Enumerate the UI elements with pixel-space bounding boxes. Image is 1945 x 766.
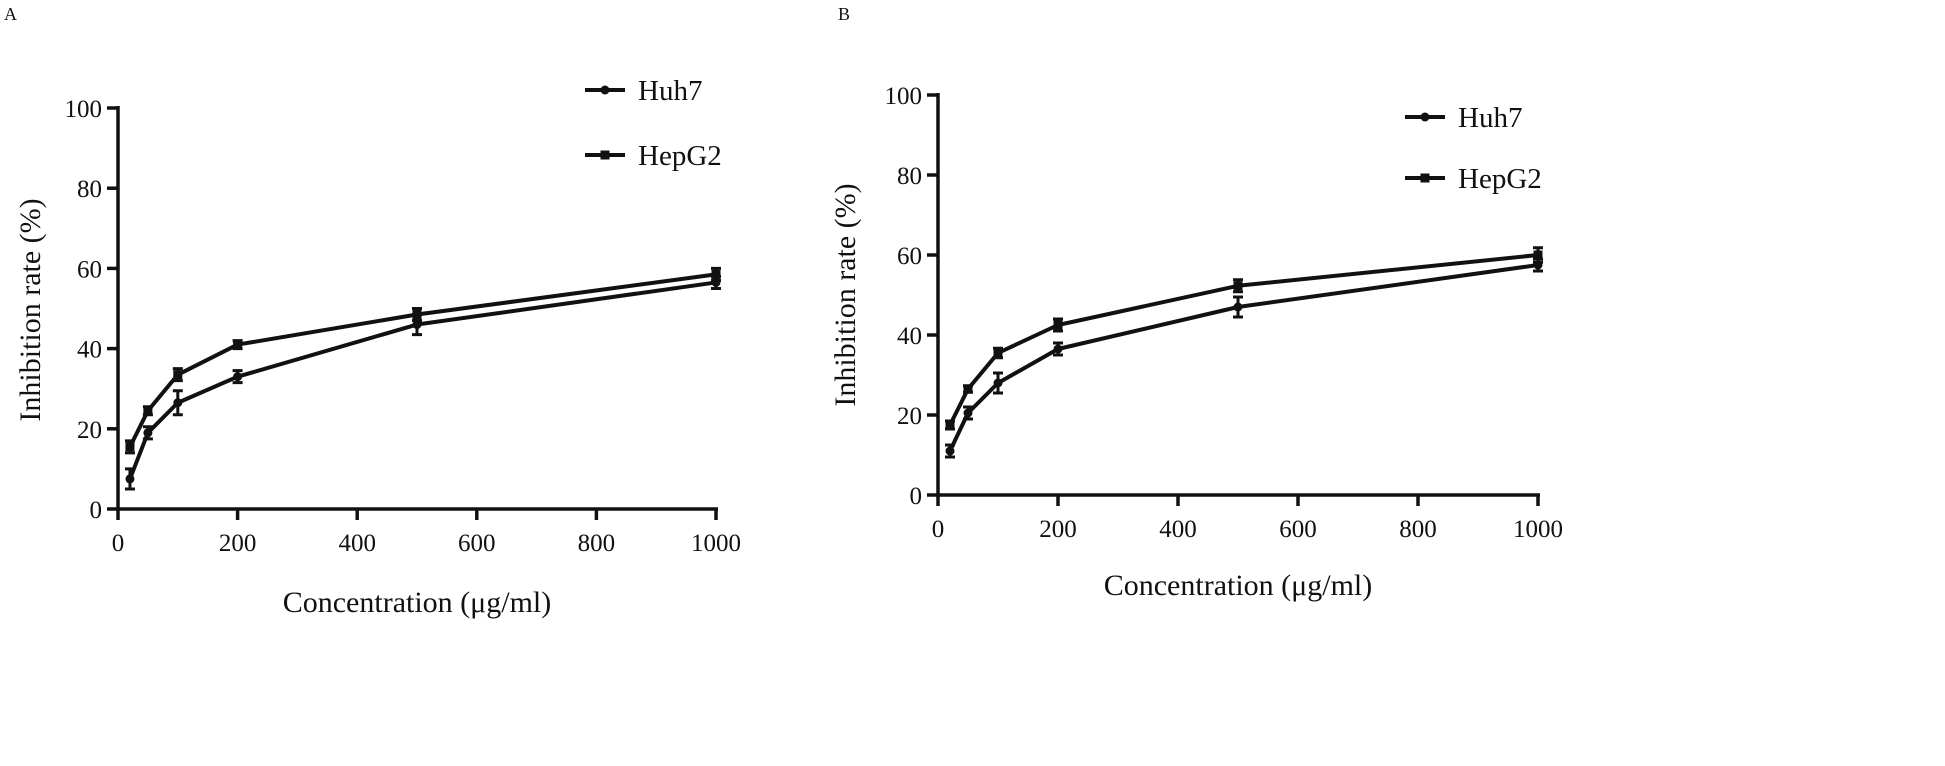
data-point xyxy=(125,474,135,484)
y-tick-label: 20 xyxy=(897,403,922,430)
panel-label: A xyxy=(4,4,17,24)
data-point xyxy=(963,408,973,418)
data-point xyxy=(993,348,1003,358)
legend-label: Huh7 xyxy=(1458,102,1522,134)
x-axis-title: Concentration (μg/ml) xyxy=(283,586,552,619)
y-tick-label: 100 xyxy=(65,96,103,123)
x-tick-label: 1000 xyxy=(691,530,741,557)
y-axis-title: Inhibition rate (%) xyxy=(829,183,862,406)
x-tick-label: 0 xyxy=(932,516,945,543)
data-point xyxy=(1233,281,1243,291)
y-tick-label: 100 xyxy=(885,83,923,110)
data-point xyxy=(1233,302,1243,312)
x-axis-title: Concentration (μg/ml) xyxy=(1104,569,1373,602)
x-tick-label: 400 xyxy=(1159,516,1197,543)
legend-item-hepg2: HepG2 xyxy=(1405,163,1542,195)
legend-item-hepg2: HepG2 xyxy=(585,140,722,172)
y-tick-label: 60 xyxy=(897,243,922,270)
data-point xyxy=(1053,320,1063,330)
data-point xyxy=(173,398,183,408)
series-line xyxy=(948,253,1539,426)
y-tick-label: 0 xyxy=(910,483,923,510)
legend-item-huh7: Huh7 xyxy=(585,75,702,107)
data-point xyxy=(945,446,955,456)
legend-marker xyxy=(600,85,610,95)
x-tick-label: 1000 xyxy=(1513,516,1563,543)
data-point xyxy=(143,406,153,416)
data-point xyxy=(711,269,721,279)
legend-label: HepG2 xyxy=(1458,163,1542,195)
y-tick-label: 40 xyxy=(897,323,922,350)
data-point xyxy=(233,340,243,350)
series-line xyxy=(128,272,717,448)
series-huh7 xyxy=(945,257,1543,459)
panel-label: B xyxy=(838,4,850,24)
data-point xyxy=(1053,344,1063,354)
y-tick-label: 40 xyxy=(77,337,102,364)
legend-item-huh7: Huh7 xyxy=(1405,102,1522,134)
y-tick-label: 80 xyxy=(77,176,102,203)
x-tick-label: 400 xyxy=(338,530,376,557)
y-tick-label: 20 xyxy=(77,417,102,444)
legend-label: HepG2 xyxy=(638,140,722,172)
series-huh7 xyxy=(124,274,721,491)
data-point xyxy=(233,372,243,382)
x-tick-label: 800 xyxy=(578,530,616,557)
x-tick-label: 800 xyxy=(1399,516,1437,543)
x-tick-label: 600 xyxy=(458,530,496,557)
x-tick-label: 200 xyxy=(1039,516,1077,543)
legend-marker xyxy=(1420,173,1430,183)
data-point xyxy=(173,370,183,380)
data-point xyxy=(412,310,422,320)
series-line xyxy=(948,263,1539,452)
legend-marker xyxy=(1420,112,1430,122)
data-point xyxy=(963,384,973,394)
data-point xyxy=(412,320,422,330)
legend-marker xyxy=(600,150,610,160)
data-point xyxy=(1533,250,1543,260)
series-hepg2 xyxy=(945,246,1543,431)
x-tick-label: 600 xyxy=(1279,516,1317,543)
y-axis-title: Inhibition rate (%) xyxy=(14,198,47,421)
y-tick-label: 60 xyxy=(77,256,102,283)
y-tick-label: 80 xyxy=(897,163,922,190)
x-tick-label: 0 xyxy=(112,530,125,557)
series-line xyxy=(128,280,717,480)
data-point xyxy=(945,420,955,430)
data-point xyxy=(143,428,153,438)
legend-label: Huh7 xyxy=(638,75,702,107)
y-tick-label: 0 xyxy=(90,497,103,524)
x-tick-label: 200 xyxy=(219,530,257,557)
series-hepg2 xyxy=(124,266,721,455)
data-point xyxy=(993,378,1003,388)
data-point xyxy=(125,442,135,452)
